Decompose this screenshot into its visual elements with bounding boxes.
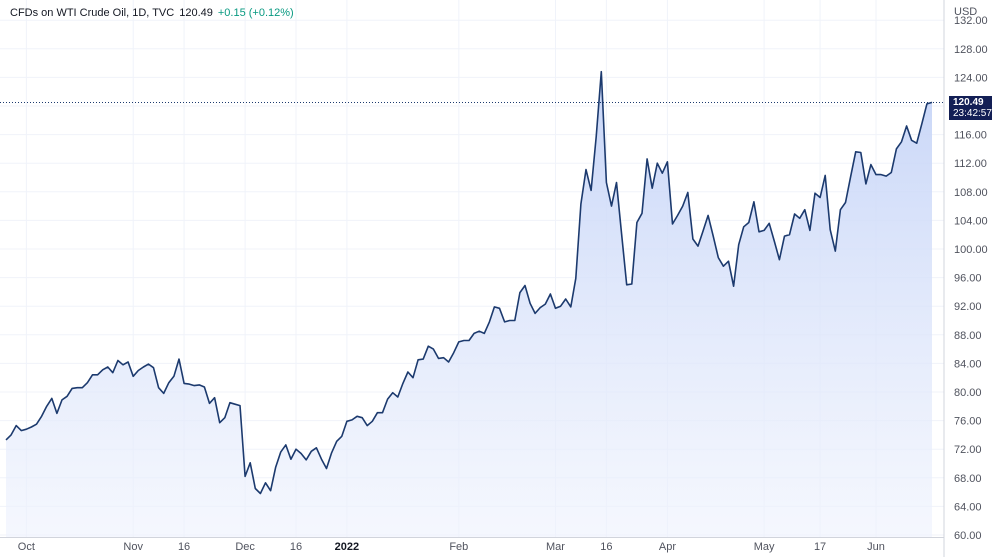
y-tick-label: 84.00 xyxy=(954,358,982,370)
y-tick-label: 112.00 xyxy=(954,158,987,170)
y-tick-label: 104.00 xyxy=(954,215,988,227)
y-tick-label: 76.00 xyxy=(954,416,982,428)
x-tick-label: Nov xyxy=(123,541,143,553)
x-tick-label: Oct xyxy=(18,541,35,553)
x-tick-label: May xyxy=(754,541,775,553)
y-tick-label: 64.00 xyxy=(954,501,982,513)
y-tick-label: 100.00 xyxy=(954,244,988,256)
x-tick-label: 2022 xyxy=(335,541,359,553)
area-path xyxy=(6,71,932,537)
x-tick-label: Dec xyxy=(235,541,255,553)
last-price-tag: 120.49 23:42:57 xyxy=(949,96,992,120)
y-tick-label: 88.00 xyxy=(954,330,982,342)
x-tick-label: 17 xyxy=(814,541,826,553)
y-tick-label: 92.00 xyxy=(954,301,982,313)
series-line xyxy=(5,70,933,495)
y-tick-label: 80.00 xyxy=(954,387,982,399)
y-tick-label: 124.00 xyxy=(954,72,988,84)
price-line xyxy=(5,70,933,495)
x-tick-label: 16 xyxy=(290,541,302,553)
x-tick-label: Feb xyxy=(449,541,468,553)
last-price-tag-price: 120.49 xyxy=(953,97,984,108)
legend-last-price: 120.49 xyxy=(179,7,213,19)
y-tick-label: 108.00 xyxy=(954,187,988,199)
x-tick-label: Mar xyxy=(546,541,565,553)
last-price-tag-countdown: 23:42:57 xyxy=(953,108,992,119)
chart-legend: CFDs on WTI Crude Oil, 1D, TVC 120.49 +0… xyxy=(10,7,294,19)
y-tick-label: 96.00 xyxy=(954,273,982,285)
y-tick-label: 116.00 xyxy=(954,130,987,142)
legend-change: +0.15 (+0.12%) xyxy=(217,7,294,19)
y-tick-label: 60.00 xyxy=(954,530,982,542)
y-tick-label: 132.00 xyxy=(954,15,988,27)
area-fill xyxy=(6,71,932,537)
legend-symbol: CFDs on WTI Crude Oil, 1D, TVC xyxy=(10,7,175,19)
x-tick-label: Apr xyxy=(659,541,676,553)
x-tick-label: 16 xyxy=(600,541,612,553)
y-tick-label: 72.00 xyxy=(954,444,982,456)
x-tick-label: 16 xyxy=(178,541,190,553)
currency-label: USD xyxy=(954,6,977,18)
y-tick-label: 128.00 xyxy=(954,44,988,56)
x-tick-label: Jun xyxy=(867,541,885,553)
y-tick-label: 68.00 xyxy=(954,473,982,485)
